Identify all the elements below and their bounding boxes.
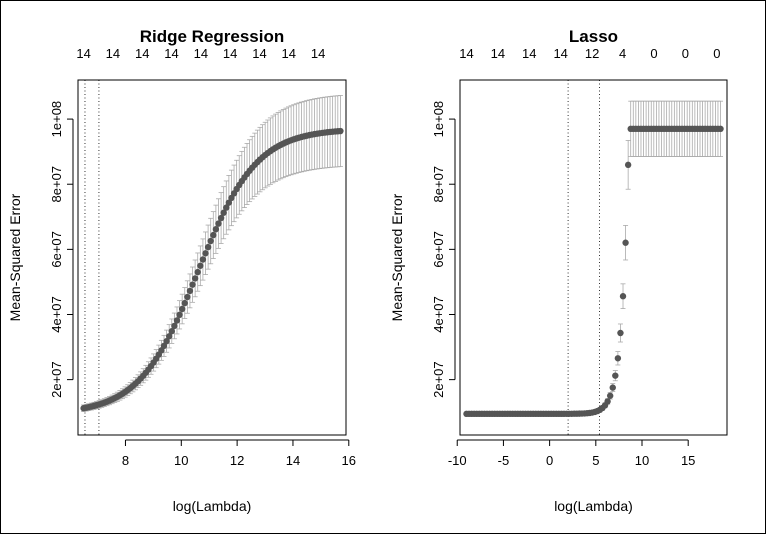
top-count-label: 14 (459, 46, 473, 61)
top-count-label: 14 (491, 46, 505, 61)
data-point (191, 275, 199, 282)
data-point (220, 209, 227, 216)
data-point (225, 199, 233, 206)
data-point (189, 281, 196, 288)
x-tick-label: 10 (635, 453, 649, 468)
data-point (199, 256, 207, 263)
y-tick-label: 1e+08 (431, 101, 446, 138)
y-tick-label: 1e+08 (49, 101, 64, 138)
data-point (186, 287, 194, 295)
data-point (217, 214, 225, 222)
data-point (173, 317, 181, 324)
y-axis-label: Mean-Squared Error (7, 193, 23, 321)
x-tick-label: -5 (498, 453, 510, 468)
data-point (176, 311, 183, 319)
x-axis-label: log(Lambda) (554, 498, 633, 514)
data-point (181, 299, 188, 307)
data-point (194, 268, 201, 276)
x-tick-label: 14 (286, 453, 300, 468)
data-point (614, 355, 622, 362)
data-point (606, 392, 614, 399)
x-tick-label: 5 (592, 453, 599, 468)
y-tick-label: 8e+07 (49, 166, 64, 203)
chart-title: Lasso (569, 27, 618, 46)
data-point (717, 125, 724, 133)
top-count-label: 14 (522, 46, 536, 61)
data-point (202, 250, 209, 257)
x-axis-label: log(Lambda) (173, 498, 252, 514)
top-count-label: 14 (106, 46, 120, 61)
x-tick-label: 16 (342, 453, 356, 468)
data-point (178, 305, 186, 313)
y-axis-label: Mean-Squared Error (389, 193, 405, 321)
top-count-label: 14 (76, 46, 90, 61)
data-point (604, 398, 611, 405)
y-tick-label: 2e+07 (49, 361, 64, 398)
data-point (212, 226, 220, 233)
top-count-label: 0 (713, 46, 720, 61)
data-point (622, 239, 629, 246)
data-point (163, 337, 170, 345)
x-tick-label: 12 (230, 453, 244, 468)
data-point (223, 204, 230, 211)
y-tick-label: 8e+07 (431, 166, 446, 203)
y-tick-label: 4e+07 (49, 296, 64, 333)
top-count-label: 14 (282, 46, 296, 61)
data-point (210, 231, 217, 239)
top-count-label: 14 (194, 46, 208, 61)
y-tick-label: 4e+07 (431, 296, 446, 333)
top-count-label: 14 (252, 46, 266, 61)
y-tick-label: 2e+07 (431, 361, 446, 398)
data-point (612, 372, 619, 379)
top-count-label: 0 (682, 46, 689, 61)
data-point (168, 328, 175, 335)
data-point (624, 161, 632, 169)
top-count-label: 14 (164, 46, 178, 61)
top-count-label: 14 (223, 46, 237, 61)
data-point (160, 342, 168, 350)
data-point (609, 384, 616, 391)
x-tick-label: 15 (681, 453, 695, 468)
top-count-label: 14 (553, 46, 567, 61)
x-tick-label: 10 (174, 453, 188, 468)
top-count-label: 4 (619, 46, 626, 61)
data-point (215, 220, 222, 227)
data-point (171, 322, 178, 330)
data-point (617, 329, 624, 337)
y-tick-label: 6e+07 (431, 231, 446, 268)
data-point (184, 293, 191, 301)
top-count-label: 0 (650, 46, 657, 61)
x-tick-label: 8 (122, 453, 129, 468)
top-count-label: 14 (135, 46, 149, 61)
x-tick-label: -10 (448, 453, 467, 468)
data-point (204, 243, 212, 251)
top-count-label: 14 (311, 46, 325, 61)
data-point (165, 333, 173, 340)
data-point (337, 127, 344, 135)
x-tick-label: 0 (546, 453, 553, 468)
y-tick-label: 6e+07 (49, 231, 64, 268)
data-point (207, 237, 214, 245)
data-point (619, 293, 627, 300)
data-point (197, 262, 204, 269)
top-count-label: 12 (585, 46, 599, 61)
chart-title: Ridge Regression (140, 27, 285, 46)
